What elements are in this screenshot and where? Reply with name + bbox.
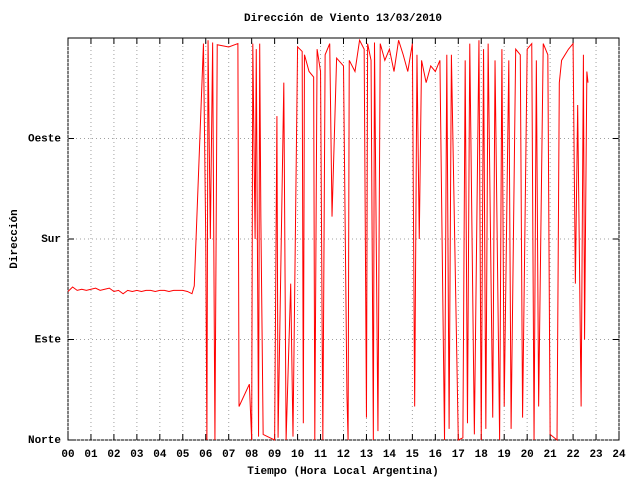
x-tick-label: 15: [406, 449, 420, 461]
data-line: [67, 38, 589, 442]
x-tick-label: 19: [498, 449, 511, 461]
x-tick-label: 07: [222, 449, 235, 461]
x-tick-label: 21: [544, 449, 558, 461]
x-tick-label: 12: [337, 449, 350, 461]
y-axis-label: Dirección: [9, 209, 21, 268]
x-tick-label: 04: [153, 449, 167, 461]
x-axis-label: Tiempo (Hora Local Argentina): [247, 466, 438, 478]
x-tick-label: 24: [612, 449, 626, 461]
y-tick-label: Este: [35, 334, 62, 346]
x-tick-label: 11: [314, 449, 328, 461]
x-tick-label: 09: [268, 449, 281, 461]
x-tick-label: 08: [245, 449, 259, 461]
chart-title: Dirección de Viento 13/03/2010: [244, 13, 442, 25]
x-tick-label: 23: [589, 449, 603, 461]
x-tick-label: 20: [521, 449, 534, 461]
y-tick-label: Sur: [41, 234, 61, 246]
x-tick-label: 01: [84, 449, 98, 461]
x-tick-label: 17: [452, 449, 465, 461]
x-tick-label: 16: [429, 449, 442, 461]
x-tick-label: 03: [130, 449, 144, 461]
x-tick-label: 22: [566, 449, 579, 461]
x-tick-label: 06: [199, 449, 212, 461]
x-tick-label: 13: [360, 449, 374, 461]
x-tick-label: 14: [383, 449, 397, 461]
x-tick-label: 18: [475, 449, 489, 461]
x-tick-label: 05: [176, 449, 190, 461]
x-tick-label: 00: [61, 449, 74, 461]
y-tick-label: Oeste: [28, 133, 61, 145]
x-tick-label: 10: [291, 449, 304, 461]
x-tick-label: 02: [107, 449, 120, 461]
y-tick-label: Norte: [28, 435, 61, 447]
